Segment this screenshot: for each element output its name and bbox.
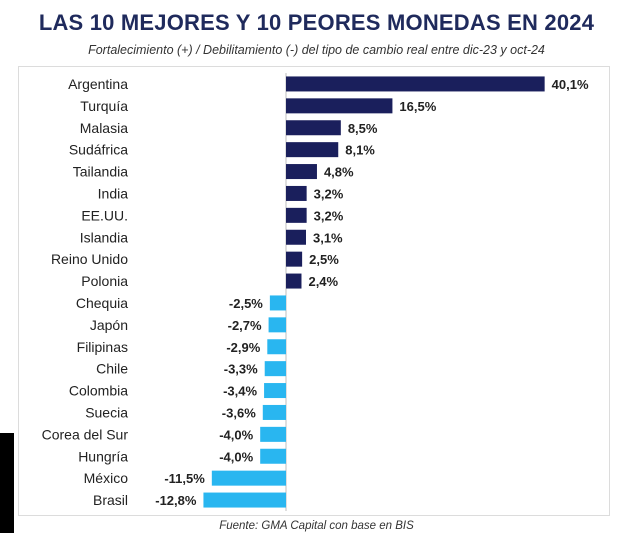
value-label: 3,1%	[313, 230, 343, 245]
value-label: 3,2%	[314, 208, 344, 223]
value-label: 2,5%	[309, 252, 339, 267]
category-label: EE.UU.	[81, 207, 128, 223]
chart-frame	[18, 66, 610, 516]
bar	[203, 492, 286, 508]
value-label: -3,3%	[224, 362, 258, 377]
category-label: Malasia	[80, 120, 128, 136]
category-label: Hungría	[78, 448, 128, 464]
value-label: 2,4%	[308, 274, 338, 289]
bar	[268, 317, 286, 333]
bar	[286, 120, 341, 136]
chart-source: Fuente: GMA Capital con base en BIS	[219, 520, 414, 532]
value-label: -11,5%	[164, 471, 205, 486]
category-label: Reino Unido	[51, 251, 128, 267]
value-label: -4,0%	[219, 427, 253, 442]
bar	[286, 185, 307, 201]
value-label: -2,7%	[228, 318, 262, 333]
value-label: -2,9%	[226, 340, 260, 355]
bar	[211, 470, 286, 486]
value-label: -4,0%	[219, 449, 253, 464]
bar	[269, 295, 286, 311]
category-label: Polonia	[81, 273, 128, 289]
value-label: 4,8%	[324, 165, 354, 180]
category-label: Turquía	[80, 98, 128, 114]
bar	[260, 426, 286, 442]
category-label: India	[98, 185, 129, 201]
bar	[264, 383, 286, 399]
category-label: Islandia	[80, 229, 128, 245]
value-label: -3,6%	[222, 405, 256, 420]
category-label: Colombia	[69, 383, 128, 399]
category-label: Chequia	[76, 295, 128, 311]
category-label: Japón	[90, 317, 128, 333]
bar	[286, 251, 303, 267]
value-label: 16,5%	[399, 99, 436, 114]
bar	[286, 229, 306, 245]
black-edge-block	[0, 433, 14, 533]
value-label: 8,1%	[345, 143, 375, 158]
bar	[286, 142, 339, 158]
bar	[267, 339, 286, 355]
value-label: -3,4%	[223, 384, 257, 399]
bar	[286, 164, 317, 180]
chart-subtitle: Fortalecimiento (+) / Debilitamiento (-)…	[88, 43, 545, 57]
category-label: Filipinas	[77, 339, 128, 355]
category-label: Corea del Sur	[42, 426, 129, 442]
value-label: 40,1%	[552, 77, 589, 92]
category-label: Sudáfrica	[69, 142, 128, 158]
category-label: México	[84, 470, 129, 486]
category-label: Chile	[96, 361, 128, 377]
bar	[260, 448, 286, 464]
bar	[286, 207, 307, 223]
category-label: Suecia	[85, 404, 128, 420]
value-label: 8,5%	[348, 121, 378, 136]
value-label: -2,5%	[229, 296, 263, 311]
category-label: Argentina	[68, 76, 128, 92]
bar	[286, 76, 545, 92]
value-label: -12,8%	[155, 493, 197, 508]
category-label: Tailandia	[73, 164, 128, 180]
category-label: Brasil	[93, 492, 128, 508]
bar	[264, 361, 286, 377]
bar	[262, 404, 286, 420]
bar	[286, 273, 302, 289]
value-label: 3,2%	[314, 186, 344, 201]
bar	[286, 98, 393, 114]
chart-title: LAS 10 MEJORES Y 10 PEORES MONEDAS EN 20…	[38, 10, 595, 35]
